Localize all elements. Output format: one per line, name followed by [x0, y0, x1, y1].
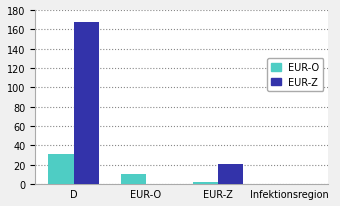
Legend: EUR-O, EUR-Z: EUR-O, EUR-Z [267, 59, 323, 91]
Bar [74, 22, 99, 184]
Bar [218, 164, 243, 184]
Bar [120, 174, 146, 184]
Bar [192, 182, 218, 184]
Bar [49, 154, 74, 184]
